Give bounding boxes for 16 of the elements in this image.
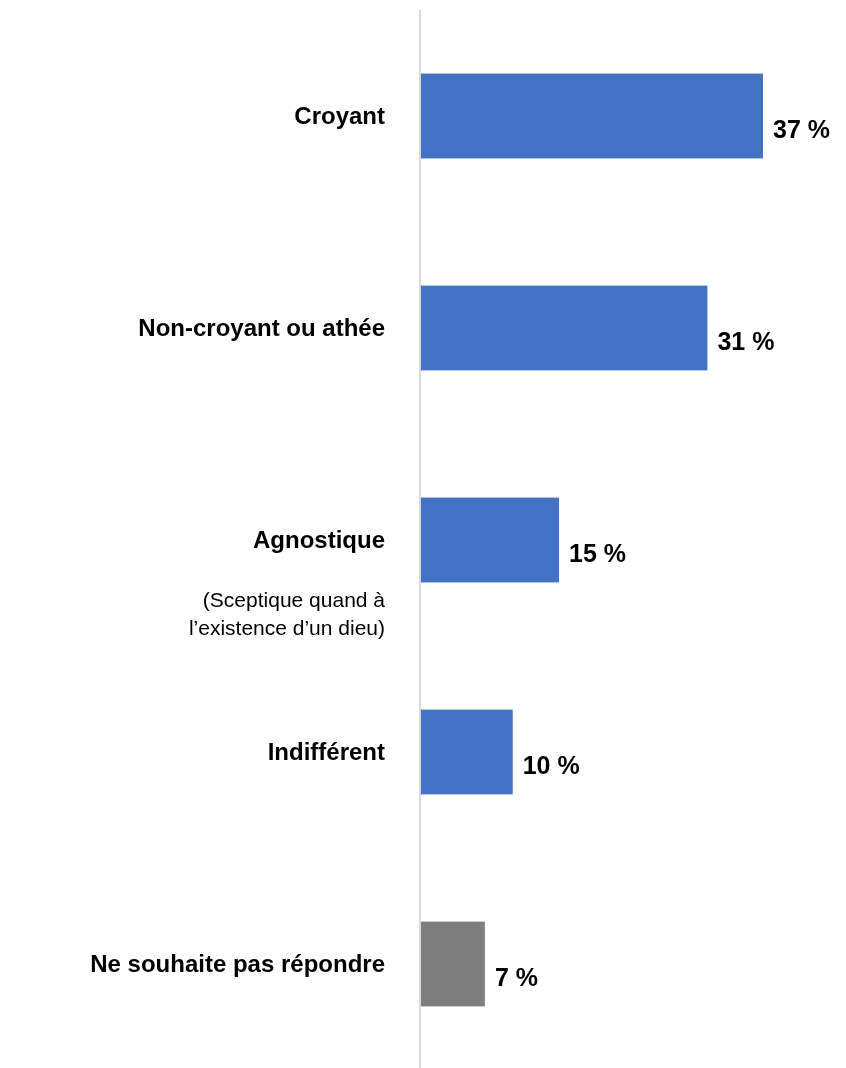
bar [420,709,513,795]
y-tick-label: Agnostique [253,526,385,553]
y-tick-label: Indifférent [267,738,386,765]
data-label: 37 % [773,115,830,143]
bar [420,73,763,159]
data-label: 15 % [569,539,627,567]
bar [420,285,708,371]
text: (Sceptique quand à l’existence d’un dieu) [188,588,386,639]
y-tick-label: Ne souhaite pas répondre [90,950,385,977]
bar [420,497,560,583]
y-tick-label: Croyant [294,102,385,129]
data-label: 7 % [494,963,538,991]
data-label: 10 % [522,751,580,779]
data-label: 31 % [717,327,775,355]
bar [420,921,485,1007]
y-tick-label: Non-croyant ou athée [138,314,385,341]
